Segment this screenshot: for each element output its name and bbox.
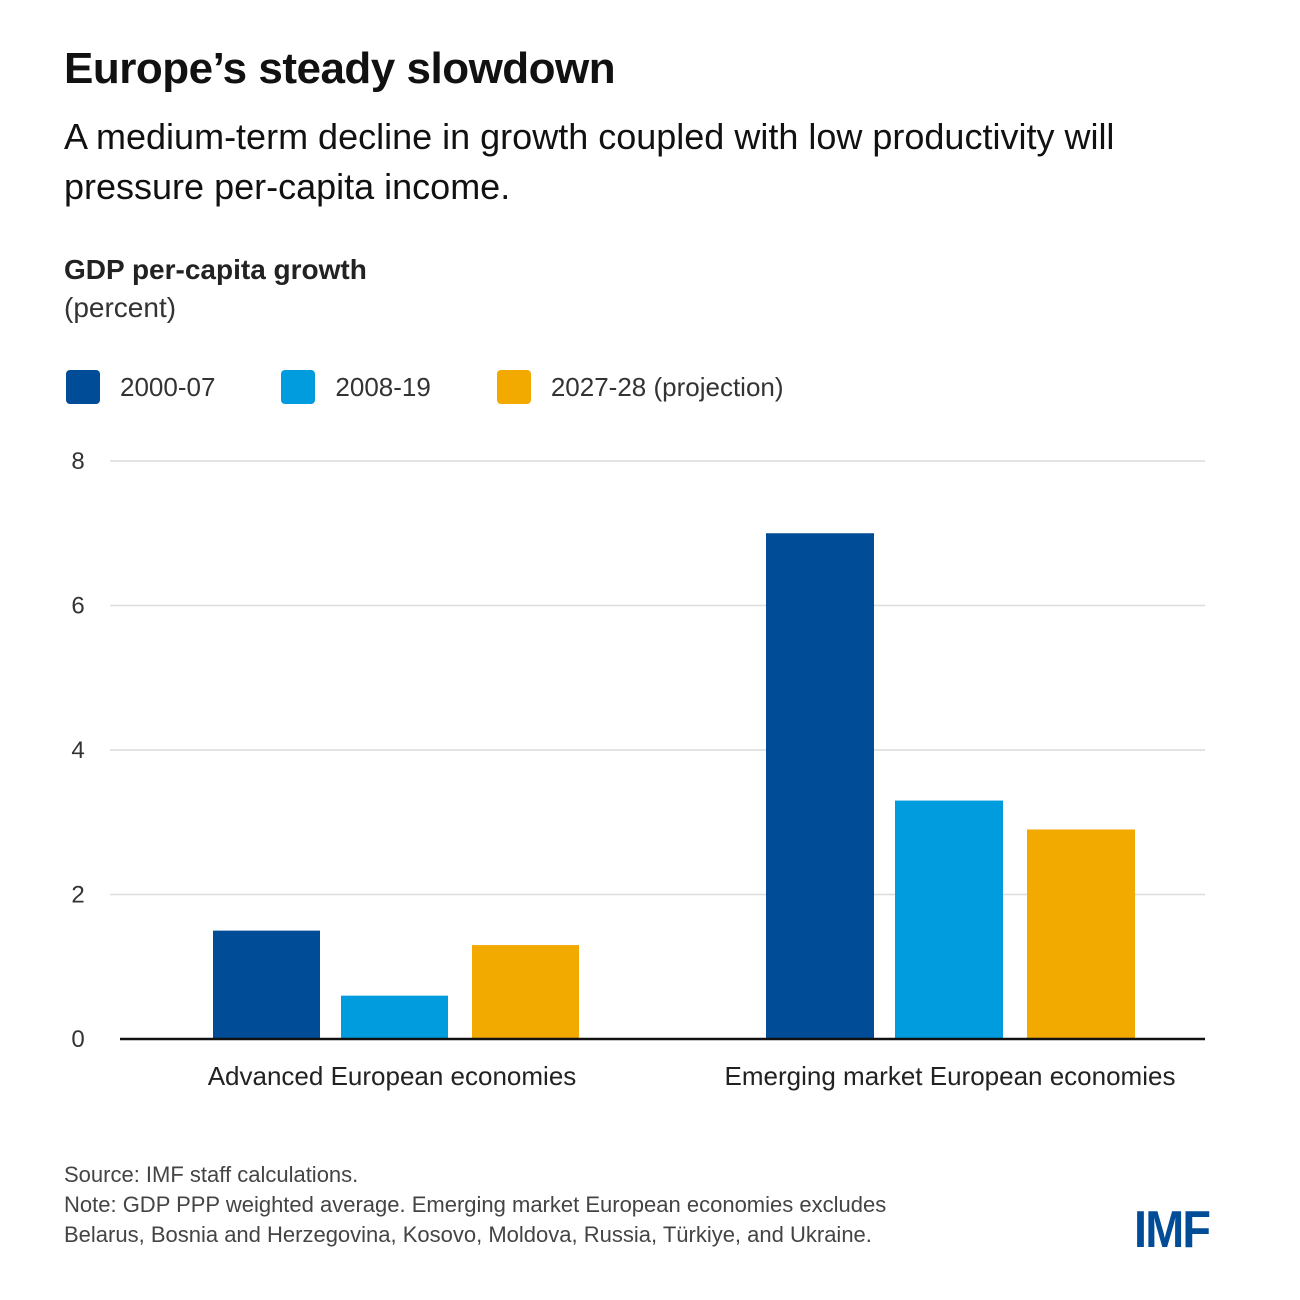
imf-logo: IMF — [1134, 1201, 1211, 1259]
chart-title: GDP per-capita growth — [64, 254, 367, 285]
y-tick-label: 8 — [71, 448, 84, 475]
legend-swatch — [66, 370, 100, 404]
bars — [213, 533, 1135, 1039]
note-line-1: Note: GDP PPP weighted average. Emerging… — [64, 1192, 887, 1217]
footer-notes: Source: IMF staff calculations. Note: GD… — [64, 1160, 886, 1250]
legend-swatch — [496, 370, 531, 404]
y-tick-label: 6 — [71, 593, 84, 620]
chart-subtitle: A medium-term decline in growth coupled … — [64, 116, 1115, 207]
legend-item-2027-28: 2027-28 (projection) — [496, 370, 784, 404]
legend: 2000-07 2008-19 2027-28 (projection) — [66, 370, 850, 404]
y-tick-label: 4 — [71, 737, 84, 764]
gridlines — [110, 460, 1205, 896]
legend-label: 2027-28 (projection) — [550, 371, 784, 402]
bar-2027-28-advanced — [472, 945, 579, 1039]
chart-headline: Europe’s steady slowdown — [64, 44, 616, 93]
y-tick-label: 0 — [71, 1026, 84, 1053]
source-note: Source: IMF staff calculations. — [64, 1162, 359, 1187]
x-axis-labels: Advanced European economies Emerging mark… — [208, 1061, 1176, 1091]
legend-label: 2008-19 — [335, 371, 431, 402]
legend-item-2000-07: 2000-07 — [66, 370, 215, 404]
x-category-label: Emerging market European economies — [725, 1061, 1176, 1091]
x-category-label: Advanced European economies — [208, 1061, 577, 1091]
legend-label: 2000-07 — [120, 371, 216, 402]
note-line-2: Belarus, Bosnia and Herzegovina, Kosovo,… — [64, 1222, 872, 1247]
legend-item-2008-19: 2008-19 — [281, 370, 431, 404]
legend-swatch — [281, 370, 316, 404]
bar-2008-19-advanced — [341, 995, 448, 1039]
bar-2000-07-advanced — [213, 930, 320, 1039]
chart-unit: (percent) — [64, 292, 177, 323]
y-axis-ticks: 0 2 4 6 8 — [71, 448, 84, 1053]
bar-2008-19-emerging — [895, 800, 1003, 1039]
bar-2027-28-emerging — [1027, 829, 1135, 1039]
y-tick-label: 2 — [71, 882, 84, 909]
bar-2000-07-emerging — [766, 533, 874, 1039]
